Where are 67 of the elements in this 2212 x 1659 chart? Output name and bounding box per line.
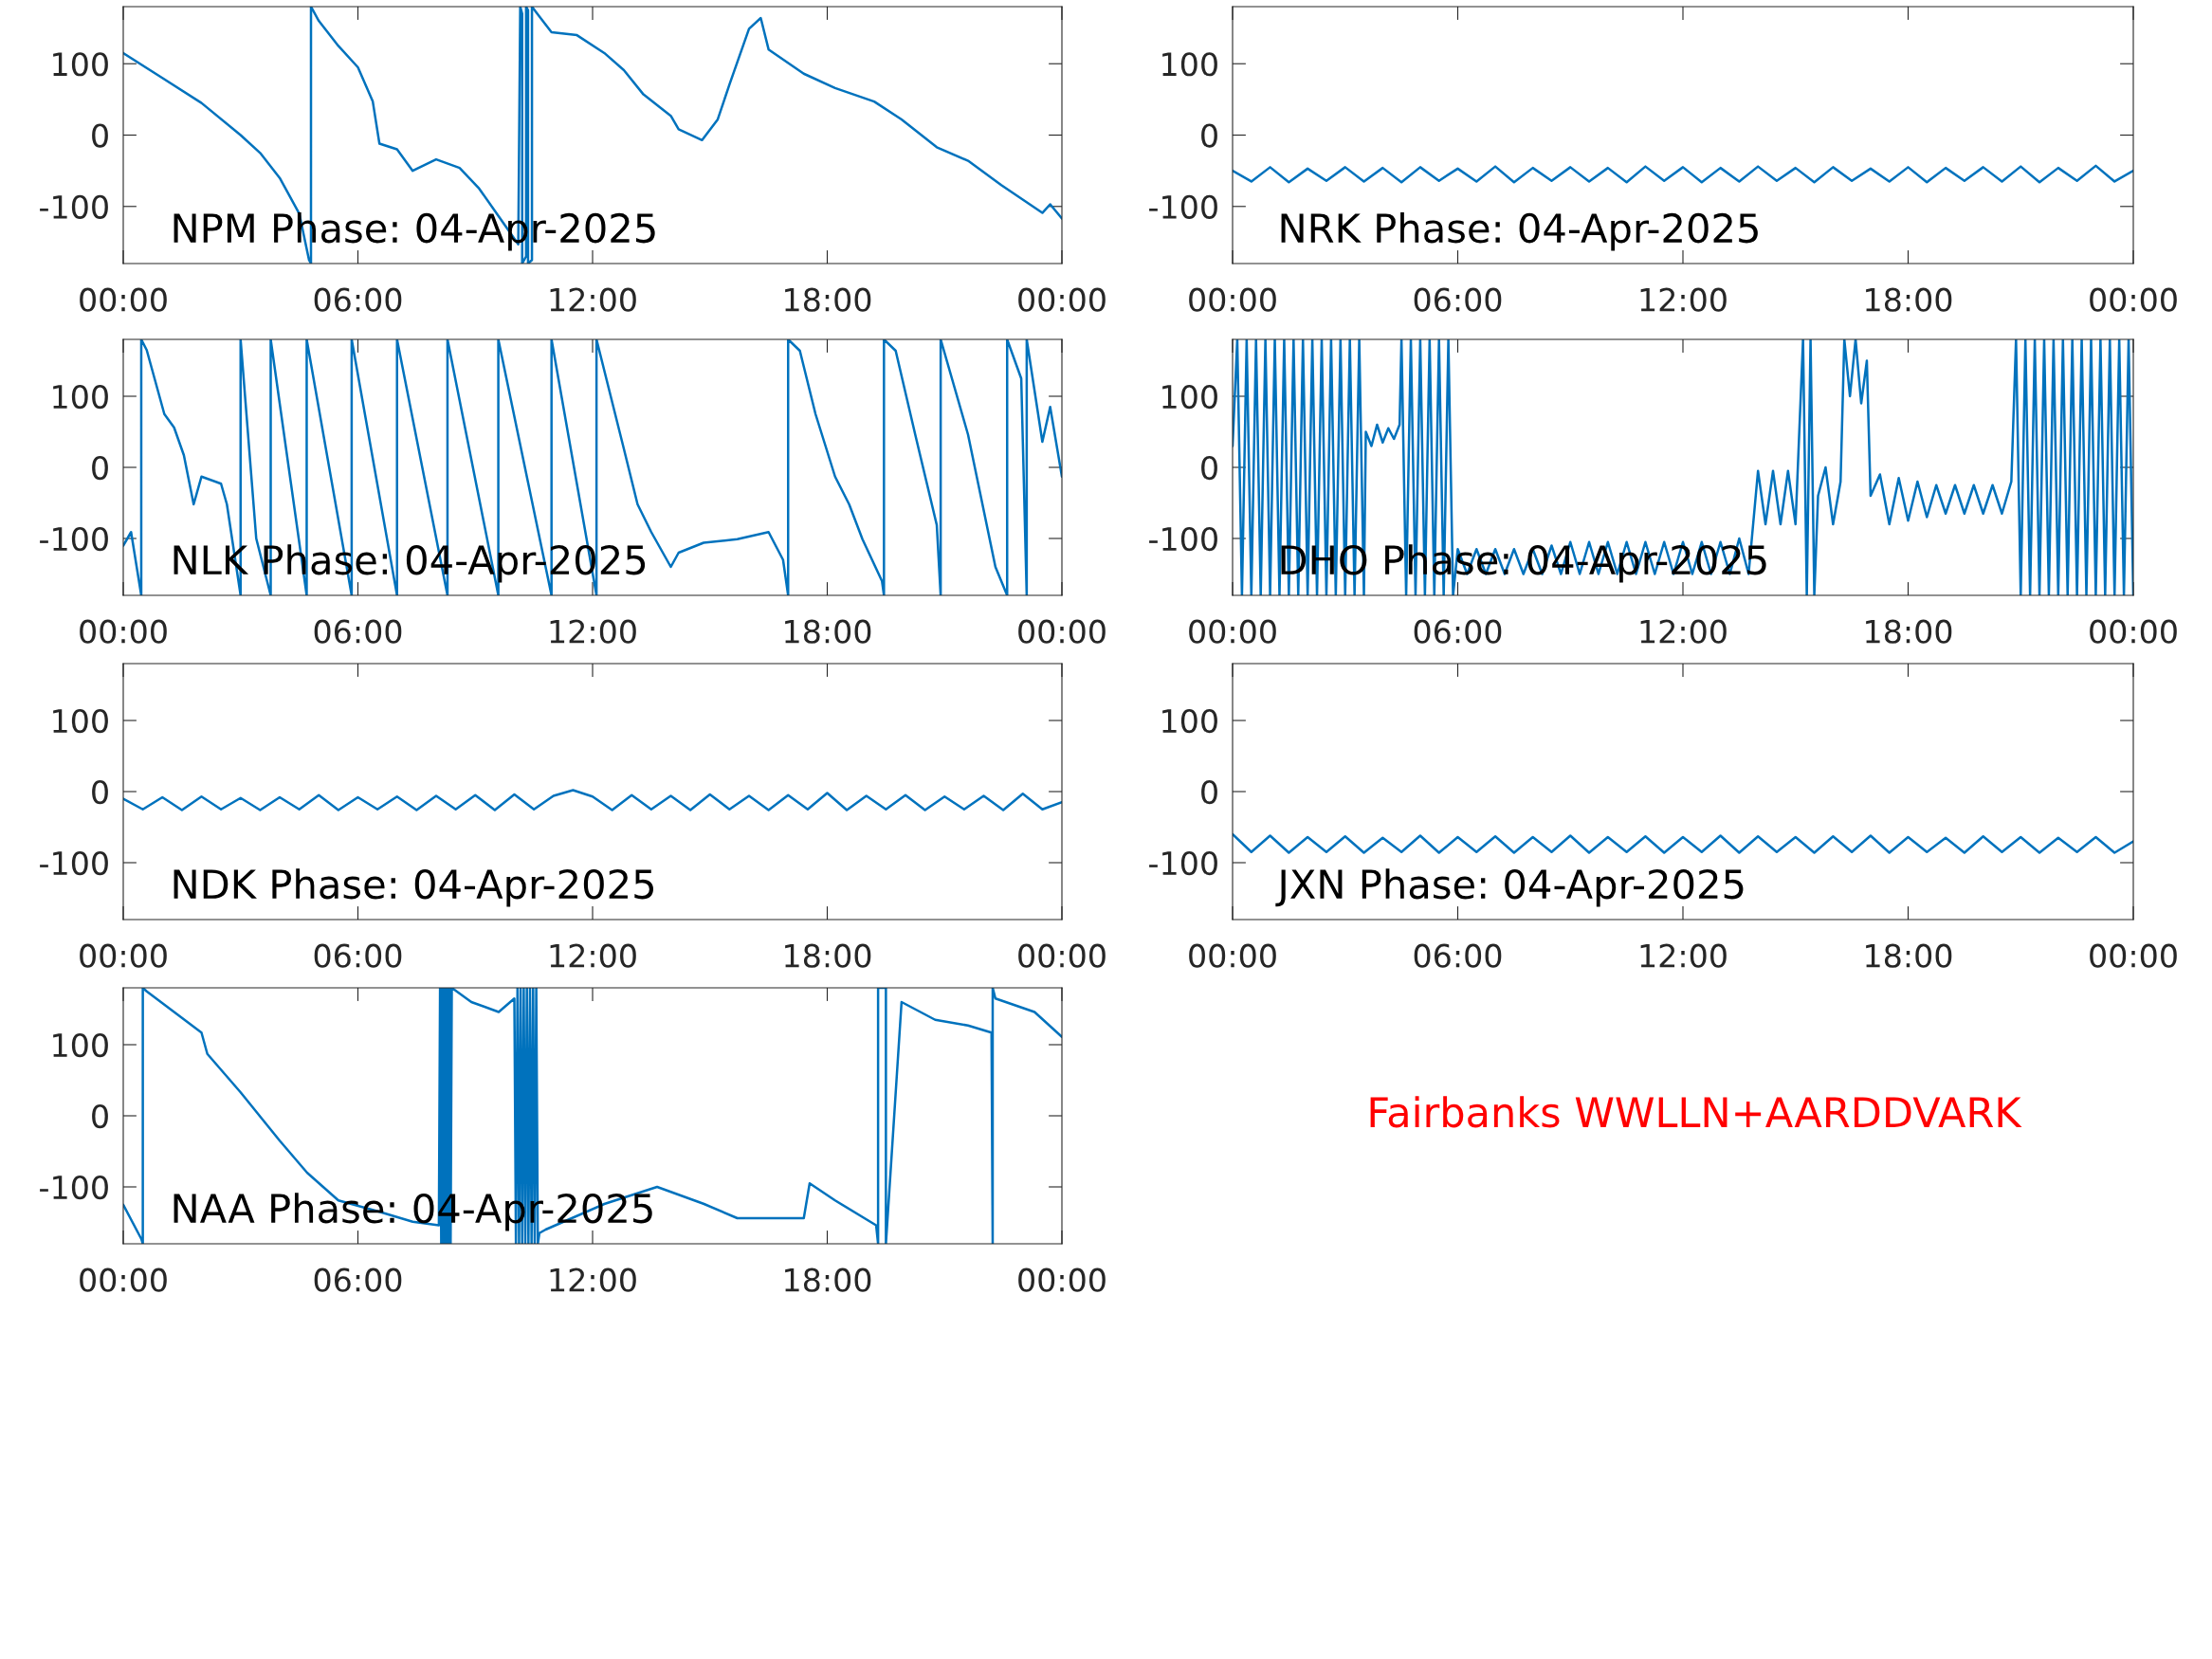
line-series <box>123 789 1062 811</box>
x-tick-label: 00:00 <box>1018 943 1106 968</box>
x-tick-label: 00:00 <box>1189 943 1276 968</box>
line-series <box>123 339 1062 595</box>
y-tick-label: -100 <box>1149 194 1217 219</box>
x-tick-label: 12:00 <box>1640 287 1727 312</box>
x-tick-label: 06:00 <box>1414 943 1502 968</box>
x-tick-label: 00:00 <box>80 943 167 968</box>
text: NDK Phase: 04-Apr-2025 <box>174 868 653 907</box>
y-tick-label: 100 <box>1162 708 1217 734</box>
x-tick-label: 06:00 <box>314 287 402 312</box>
x-tick-label: 06:00 <box>1414 619 1502 644</box>
y-tick-label: -100 <box>40 526 108 552</box>
line-series <box>1233 832 2133 854</box>
x-tick-label: 06:00 <box>314 619 402 644</box>
x-tick-label: 00:00 <box>2090 287 2177 312</box>
x-tick-label: 18:00 <box>1866 619 1952 644</box>
x-tick-label: 12:00 <box>550 1267 636 1292</box>
y-tick-label: -100 <box>40 1175 108 1200</box>
y-tick-label: -100 <box>1149 526 1217 552</box>
x-tick-label: 00:00 <box>80 287 167 312</box>
x-tick-label: 00:00 <box>1189 619 1276 644</box>
x-tick-label: 18:00 <box>1866 287 1952 312</box>
x-tick-label: 00:00 <box>2090 943 2177 968</box>
x-tick-label: 00:00 <box>2090 619 2177 644</box>
x-tick-label: 18:00 <box>785 1267 871 1292</box>
y-tick-label: 0 <box>92 779 108 805</box>
x-tick-label: 12:00 <box>550 943 636 968</box>
y-tick-label: -100 <box>40 850 108 876</box>
text: NRK Phase: 04-Apr-2025 <box>1281 212 1758 251</box>
x-tick-label: 06:00 <box>1414 287 1502 312</box>
x-tick-label: 12:00 <box>550 619 636 644</box>
y-tick-label: 0 <box>92 455 108 481</box>
x-tick-label: 00:00 <box>1018 287 1106 312</box>
y-tick-label: -100 <box>1149 850 1217 876</box>
y-tick-label: 100 <box>53 384 108 410</box>
x-tick-label: 06:00 <box>314 1267 402 1292</box>
text: JXN Phase: 04-Apr-2025 <box>1275 868 1744 907</box>
y-tick-label: 0 <box>1201 123 1217 148</box>
y-tick-label: 0 <box>1201 455 1217 481</box>
y-tick-label: 100 <box>1162 384 1217 410</box>
x-tick-label: 18:00 <box>1866 943 1952 968</box>
line-series <box>1233 164 2133 184</box>
text: Fairbanks WWLLN+AARDDVARK <box>1370 1096 2022 1128</box>
x-tick-label: 12:00 <box>1640 619 1727 644</box>
x-tick-label: 00:00 <box>1018 1267 1106 1292</box>
y-tick-label: 100 <box>53 52 108 77</box>
x-tick-label: 00:00 <box>80 1267 167 1292</box>
x-tick-label: 00:00 <box>1189 287 1276 312</box>
x-tick-label: 18:00 <box>785 943 871 968</box>
line-series <box>123 988 1062 1244</box>
y-tick-label: 0 <box>92 123 108 148</box>
x-tick-label: 06:00 <box>314 943 402 968</box>
x-tick-label: 18:00 <box>785 287 871 312</box>
y-tick-label: 100 <box>1162 52 1217 77</box>
line-series <box>1233 339 2133 595</box>
y-tick-label: 100 <box>53 1032 108 1058</box>
y-tick-label: 0 <box>92 1103 108 1129</box>
line-series <box>123 7 1062 264</box>
x-tick-label: 12:00 <box>550 287 636 312</box>
y-tick-label: 0 <box>1201 779 1217 805</box>
x-tick-label: 00:00 <box>80 619 167 644</box>
x-tick-label: 12:00 <box>1640 943 1727 968</box>
y-tick-label: -100 <box>40 194 108 219</box>
x-tick-label: 00:00 <box>1018 619 1106 644</box>
x-tick-label: 18:00 <box>785 619 871 644</box>
y-tick-label: 100 <box>53 708 108 734</box>
